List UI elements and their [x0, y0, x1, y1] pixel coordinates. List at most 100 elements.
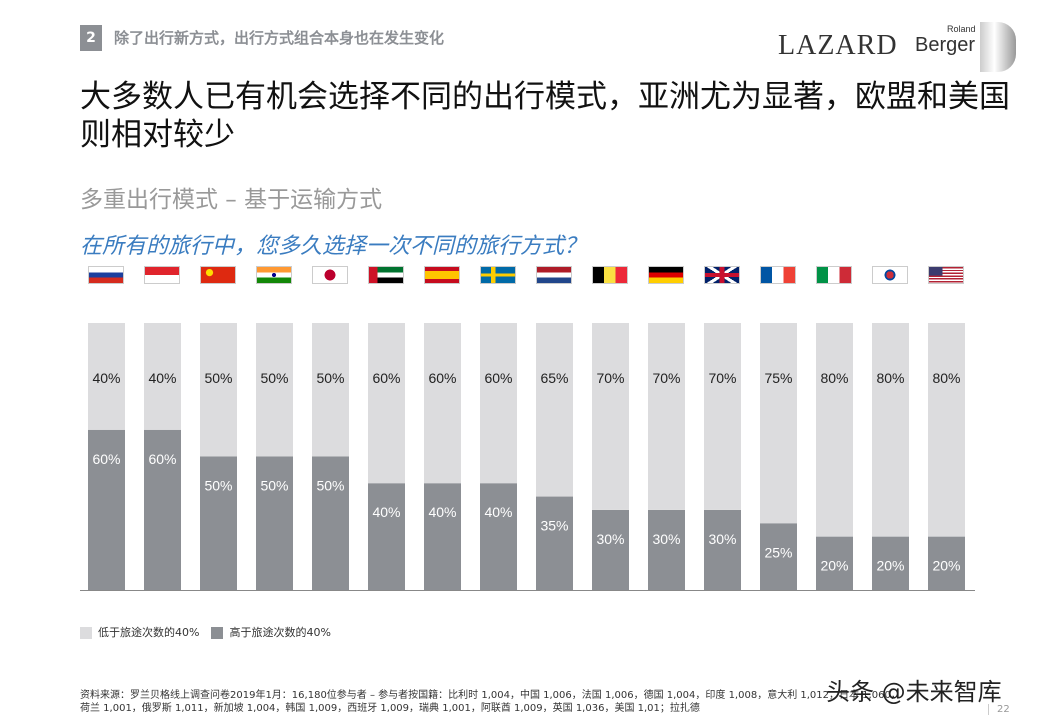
label-light-uk: 70%	[708, 370, 736, 386]
bar-dark-italy	[816, 536, 853, 590]
watermark: 头条 @未来智库	[826, 678, 1002, 706]
bar-dark-russia	[88, 429, 125, 590]
bar-dark-germany	[648, 509, 685, 590]
label-dark-india: 50%	[260, 478, 288, 494]
label-dark-korea: 20%	[876, 558, 904, 574]
flag-singapore-icon	[144, 266, 180, 284]
bar-light-sweden	[480, 323, 517, 484]
label-light-belgium: 70%	[596, 370, 624, 386]
label-dark-singapore: 60%	[148, 451, 176, 467]
source-footnote: 资料来源：罗兰贝格线上调查问卷2019年1月：16,180位参与者 – 参与者按…	[80, 690, 901, 714]
flag-usa-icon	[928, 266, 964, 284]
bar-dark-japan	[312, 456, 349, 590]
bar-dark-netherlands	[536, 496, 573, 590]
label-light-india: 50%	[260, 370, 288, 386]
bar-dark-singapore	[144, 429, 181, 590]
label-light-uae: 60%	[372, 370, 400, 386]
bar-light-russia	[88, 323, 125, 430]
page-subtitle: 多重出行模式 – 基于运输方式	[80, 187, 383, 213]
flag-uk-icon	[704, 266, 740, 284]
bar-light-singapore	[144, 323, 181, 430]
flag-japan-icon	[312, 266, 348, 284]
label-dark-germany: 30%	[652, 531, 680, 547]
legend-swatch-dark	[211, 627, 224, 639]
label-light-russia: 40%	[92, 370, 120, 386]
bar-light-spain	[424, 323, 461, 484]
bar-light-korea	[872, 323, 909, 537]
bar-dark-india	[256, 456, 293, 590]
flag-spain-icon	[424, 266, 460, 284]
bar-dark-uae	[368, 483, 405, 590]
bar-dark-usa	[928, 536, 965, 590]
flag-germany-icon	[648, 266, 684, 284]
lazard-logo: LAZARD	[778, 30, 898, 61]
label-light-spain: 60%	[428, 370, 456, 386]
page-number: 22	[988, 704, 1010, 715]
rb-logo-main: Berger	[915, 34, 976, 56]
flag-belgium-icon	[592, 266, 628, 284]
stacked-bar-chart: 60% 40% 60% 40% 50% 50% 50% 50% 50% 50% 40% 60% 40% 6…	[80, 323, 975, 591]
label-dark-japan: 50%	[316, 478, 344, 494]
section-title: 除了出行新方式，出行方式组合本身也在发生变化	[114, 29, 445, 47]
label-dark-spain: 40%	[428, 504, 456, 520]
legend-item-light: 低于旅途次数的40%	[80, 624, 199, 640]
bar-light-india	[256, 323, 293, 457]
bar-dark-uk	[704, 509, 741, 590]
legend-item-dark: 高于旅途次数的40%	[211, 624, 331, 640]
label-light-netherlands: 65%	[540, 370, 568, 386]
label-dark-netherlands: 35%	[540, 518, 568, 534]
flag-sweden-icon	[480, 266, 516, 284]
roland-berger-logo: Roland Berger	[915, 24, 976, 57]
label-dark-uae: 40%	[372, 504, 400, 520]
label-dark-china: 50%	[204, 478, 232, 494]
flag-italy-icon	[816, 266, 852, 284]
bar-light-france	[760, 323, 797, 524]
page-title: 大多数人已有机会选择不同的出行模式，亚洲尤为显著，欧盟和美国则相对较少	[80, 79, 1010, 153]
flag-france-icon	[760, 266, 796, 284]
survey-question: 在所有的旅行中，您多久选择一次不同的旅行方式？	[80, 234, 587, 259]
bar-dark-belgium	[592, 509, 629, 590]
bar-light-uae	[368, 323, 405, 484]
bar-light-germany	[648, 323, 685, 510]
section-number: 2	[80, 25, 102, 51]
bar-light-uk	[704, 323, 741, 510]
bar-light-belgium	[592, 323, 629, 510]
label-light-sweden: 60%	[484, 370, 512, 386]
flag-china-icon	[200, 266, 236, 284]
legend: 低于旅途次数的40% 高于旅途次数的40%	[80, 624, 331, 640]
label-light-china: 50%	[204, 370, 232, 386]
label-dark-uk: 30%	[708, 531, 736, 547]
label-light-italy: 80%	[820, 370, 848, 386]
flag-uae-icon	[368, 266, 404, 284]
rb-logo-top: Roland	[947, 24, 976, 34]
bar-dark-china	[200, 456, 237, 590]
label-dark-sweden: 40%	[484, 504, 512, 520]
label-light-usa: 80%	[932, 370, 960, 386]
legend-label-light: 低于旅途次数的40%	[98, 626, 200, 639]
bar-dark-korea	[872, 536, 909, 590]
flag-russia-icon	[88, 266, 124, 284]
legend-swatch-light	[80, 627, 92, 639]
bar-light-japan	[312, 323, 349, 457]
label-dark-italy: 20%	[820, 558, 848, 574]
label-light-singapore: 40%	[148, 370, 176, 386]
label-light-germany: 70%	[652, 370, 680, 386]
label-light-korea: 80%	[876, 370, 904, 386]
label-dark-usa: 20%	[932, 558, 960, 574]
flag-korea-icon	[872, 266, 908, 284]
bar-light-china	[200, 323, 237, 457]
label-dark-russia: 60%	[92, 451, 120, 467]
bar-light-italy	[816, 323, 853, 537]
flag-india-icon	[256, 266, 292, 284]
flag-netherlands-icon	[536, 266, 572, 284]
bar-dark-sweden	[480, 483, 517, 590]
bar-dark-france	[760, 523, 797, 590]
bar-dark-spain	[424, 483, 461, 590]
legend-label-dark: 高于旅途次数的40%	[229, 626, 331, 639]
bar-light-usa	[928, 323, 965, 537]
bar-light-netherlands	[536, 323, 573, 497]
label-dark-france: 25%	[764, 544, 792, 560]
label-dark-belgium: 30%	[596, 531, 624, 547]
rb-logo-mark	[980, 22, 1016, 72]
label-light-japan: 50%	[316, 370, 344, 386]
